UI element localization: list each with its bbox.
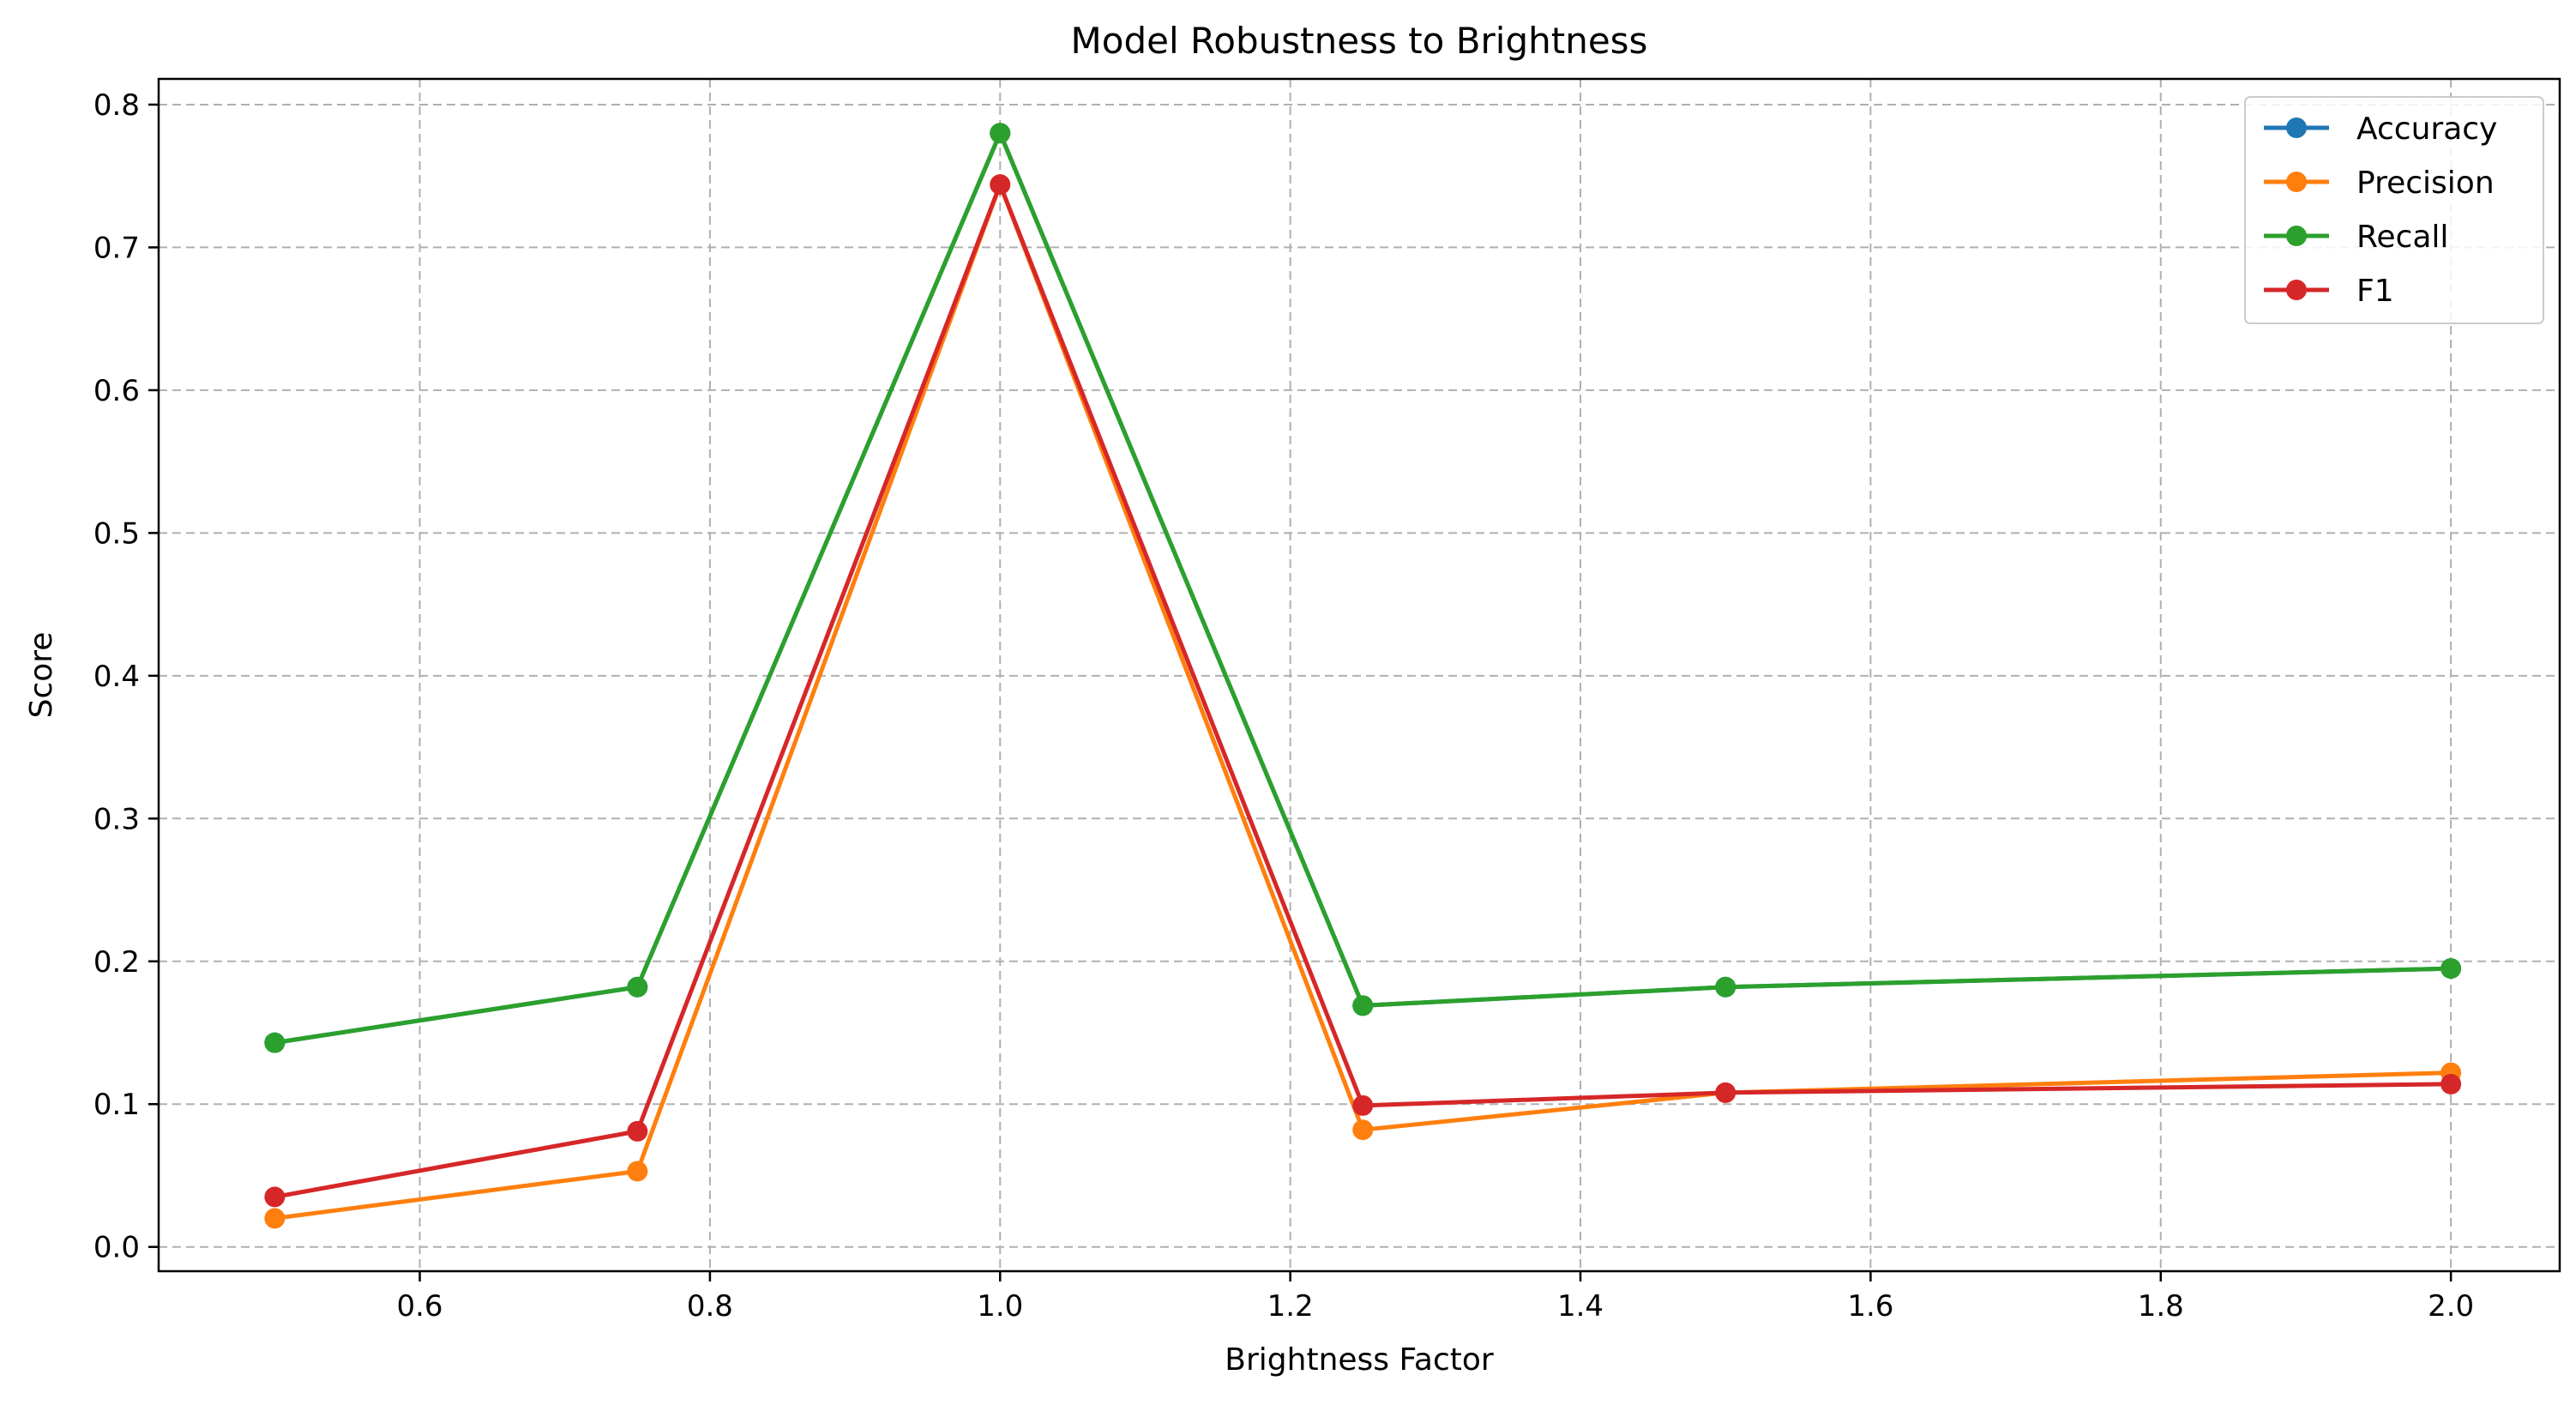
axis-ticks: 0.6 0.8 1.0 1.2 1.4 1.6 1.8 2.0 0.0 0.1 0.2 0.3 0.4 0…	[93, 88, 2474, 1324]
legend-item-precision[interactable]: Precision	[2264, 166, 2495, 201]
series-recall	[264, 123, 2462, 1053]
data-point-f1[interactable]	[990, 174, 1011, 196]
chart-title: Model Robustness to Brightness	[1071, 20, 1648, 62]
x-tick-label: 1.2	[1267, 1289, 1314, 1324]
y-tick-label: 0.2	[93, 945, 140, 980]
data-point-recall[interactable]	[2441, 958, 2462, 980]
x-tick-label: 1.6	[1847, 1289, 1893, 1324]
series-line-f1	[274, 182, 2452, 1199]
y-tick-label: 0.7	[93, 231, 140, 265]
x-tick-label: 1.8	[2138, 1289, 2184, 1324]
data-point-f1[interactable]	[2441, 1073, 2462, 1094]
data-point-recall[interactable]	[1715, 976, 1736, 998]
legend-box	[2244, 96, 2544, 324]
legend-item-accuracy[interactable]: Accuracy	[2264, 112, 2497, 147]
legend-item-f1[interactable]: F1	[2264, 274, 2394, 309]
x-tick-label: 0.6	[396, 1289, 442, 1324]
legend-marker-swatch	[2286, 280, 2307, 300]
legend-label: Accuracy	[2356, 112, 2497, 147]
legend-marker-swatch	[2286, 172, 2307, 192]
y-tick-label: 0.3	[93, 802, 140, 836]
series-lines	[264, 123, 2462, 1229]
y-tick-label: 0.0	[93, 1231, 140, 1265]
legend-marker-swatch	[2286, 226, 2307, 246]
data-point-f1[interactable]	[627, 1120, 648, 1142]
legend: Accuracy Precision Recall F1	[2244, 96, 2544, 324]
data-point-recall[interactable]	[990, 123, 1011, 144]
series-accuracy	[264, 123, 2462, 1053]
series-line-precision	[274, 182, 2452, 1221]
x-tick-label: 1.4	[1557, 1289, 1604, 1324]
data-point-f1[interactable]	[1715, 1082, 1736, 1103]
series-line-recall	[274, 130, 2452, 1046]
y-tick-label: 0.8	[93, 88, 140, 123]
series-precision	[264, 174, 2462, 1229]
legend-label: Recall	[2356, 220, 2448, 255]
data-point-recall[interactable]	[264, 1032, 286, 1053]
x-tick-label: 0.8	[687, 1289, 733, 1324]
x-tick-label: 1.0	[977, 1289, 1023, 1324]
data-point-precision[interactable]	[264, 1208, 286, 1229]
data-point-recall[interactable]	[1352, 995, 1374, 1016]
legend-marker-swatch	[2286, 118, 2307, 138]
x-axis-label: Brightness Factor	[1225, 1342, 1494, 1378]
series-line-accuracy	[274, 130, 2452, 1046]
data-point-precision[interactable]	[627, 1161, 648, 1182]
y-axis-label: Score	[24, 632, 59, 719]
data-point-recall[interactable]	[627, 976, 648, 998]
x-tick-label: 2.0	[2428, 1289, 2474, 1324]
y-tick-label: 0.6	[93, 374, 140, 408]
series-f1	[264, 174, 2462, 1208]
grid	[159, 79, 2560, 1271]
data-point-f1[interactable]	[264, 1186, 286, 1208]
data-point-precision[interactable]	[1352, 1119, 1374, 1141]
legend-item-recall[interactable]: Recall	[2264, 220, 2448, 255]
y-tick-label: 0.5	[93, 516, 140, 551]
legend-label: Precision	[2356, 166, 2495, 201]
y-tick-label: 0.4	[93, 660, 140, 694]
y-tick-label: 0.1	[93, 1088, 140, 1122]
legend-label: F1	[2356, 274, 2394, 309]
data-point-f1[interactable]	[1352, 1094, 1374, 1116]
